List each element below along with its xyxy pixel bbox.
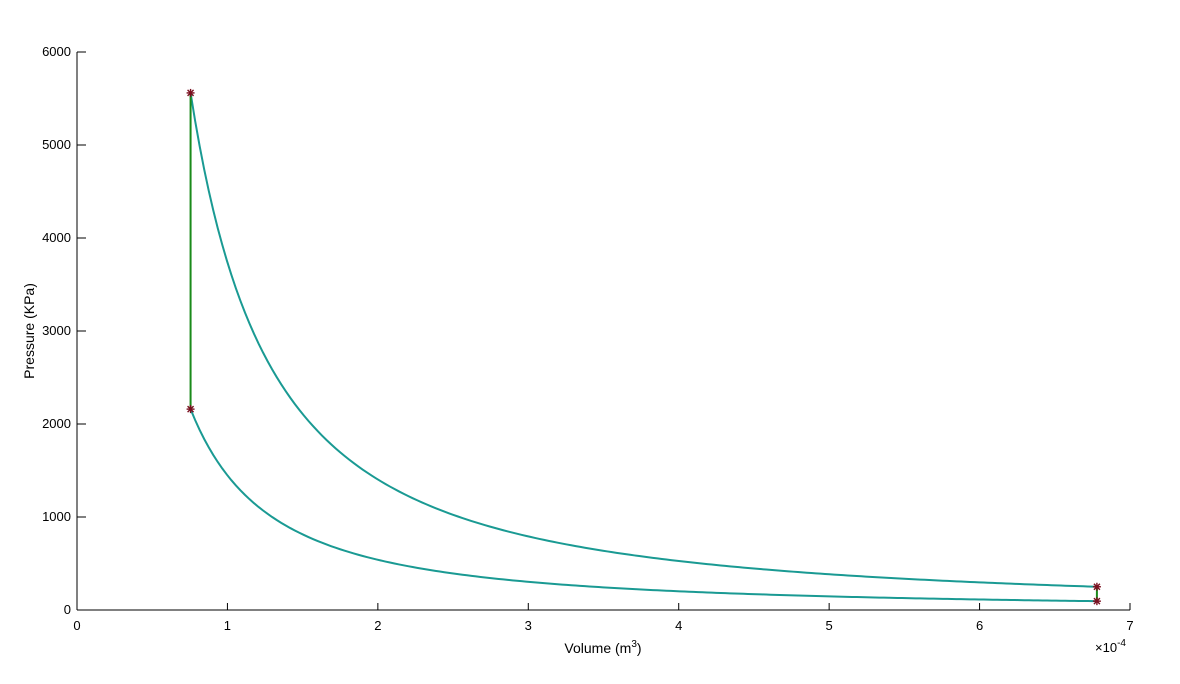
axes: 0 1 2 3 4 5 6 7 0 1000 2000 3000 4000 5000 6000 (42, 44, 1134, 633)
y-tick-label: 3000 (42, 323, 71, 338)
y-tick-label: 0 (64, 602, 71, 617)
y-tick-label: 5000 (42, 137, 71, 152)
y-tick-label: 4000 (42, 230, 71, 245)
y-tick-label: 1000 (42, 509, 71, 524)
x-tick-label: 3 (525, 618, 532, 633)
x-scale-factor: ×10-4 (1095, 638, 1126, 655)
state-point-marker-3 (1092, 582, 1101, 591)
x-tick-label: 5 (826, 618, 833, 633)
state-point-marker-2 (186, 405, 195, 414)
x-tick-label: 1 (224, 618, 231, 633)
x-tick-label: 4 (675, 618, 682, 633)
x-tick-label: 0 (73, 618, 80, 633)
plot-marks (186, 88, 1101, 606)
x-tick-label: 6 (976, 618, 983, 633)
process-curve-1 (189, 92, 1097, 588)
x-axis-label: Volume (m3) (564, 639, 641, 656)
state-point-marker-1 (186, 88, 195, 97)
y-tick-label: 6000 (42, 44, 71, 59)
state-point-marker-4 (1092, 597, 1101, 606)
x-tick-label: 2 (374, 618, 381, 633)
y-axis-label: Pressure (KPa) (21, 283, 37, 379)
x-tick-label: 7 (1126, 618, 1133, 633)
process-curve-2 (189, 408, 1097, 603)
y-tick-label: 2000 (42, 416, 71, 431)
